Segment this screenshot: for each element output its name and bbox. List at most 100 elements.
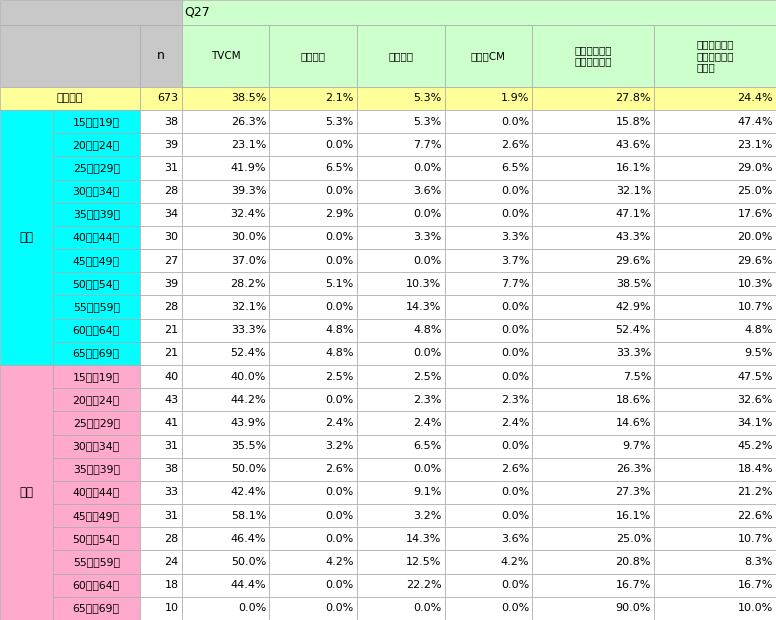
Bar [269, 551, 357, 574]
Bar [269, 133, 357, 156]
Text: 2.3%: 2.3% [501, 395, 529, 405]
Text: 55歳～59歳: 55歳～59歳 [73, 302, 120, 312]
Bar [0, 87, 140, 110]
Text: 0.0%: 0.0% [501, 302, 529, 312]
Text: 18.6%: 18.6% [615, 395, 651, 405]
Text: 52.4%: 52.4% [615, 326, 651, 335]
Bar [654, 296, 776, 319]
Text: ラジオCM: ラジオCM [471, 51, 506, 61]
Text: 43.3%: 43.3% [615, 232, 651, 242]
Bar [357, 551, 445, 574]
Bar [182, 226, 269, 249]
Bar [654, 411, 776, 435]
Text: 10.3%: 10.3% [407, 279, 442, 289]
Bar [445, 296, 532, 319]
Text: 31: 31 [165, 163, 178, 173]
Bar [140, 203, 182, 226]
Text: 33.3%: 33.3% [616, 348, 651, 358]
Bar [357, 597, 445, 620]
Bar [445, 527, 532, 551]
Text: 27.8%: 27.8% [615, 94, 651, 104]
Bar [532, 203, 654, 226]
Bar [357, 458, 445, 481]
Text: 45歳～49歳: 45歳～49歳 [73, 255, 120, 265]
Text: 雑誌広告: 雑誌広告 [300, 51, 326, 61]
Text: 0.0%: 0.0% [326, 255, 354, 265]
Bar [182, 481, 269, 504]
Bar [269, 87, 357, 110]
Bar [53, 342, 140, 365]
Text: 46.4%: 46.4% [230, 534, 266, 544]
Bar [53, 296, 140, 319]
Text: 男女全体: 男女全体 [57, 94, 83, 104]
Bar [532, 551, 654, 574]
Text: 0.0%: 0.0% [326, 395, 354, 405]
Text: 22.2%: 22.2% [406, 580, 442, 590]
Text: 50歳～54歳: 50歳～54歳 [73, 279, 120, 289]
Bar [357, 133, 445, 156]
Text: 39: 39 [165, 140, 178, 150]
Bar [654, 481, 776, 504]
Bar [445, 249, 532, 272]
Bar [182, 551, 269, 574]
Bar [182, 272, 269, 296]
Text: 3.2%: 3.2% [413, 511, 442, 521]
Bar [654, 435, 776, 458]
Text: 14.6%: 14.6% [615, 418, 651, 428]
Bar [445, 156, 532, 180]
Text: 15歳～19歳: 15歳～19歳 [73, 371, 120, 381]
Bar [269, 435, 357, 458]
Bar [269, 574, 357, 597]
Text: 90.0%: 90.0% [615, 603, 651, 613]
Text: 32.1%: 32.1% [230, 302, 266, 312]
Text: 26.3%: 26.3% [615, 464, 651, 474]
Bar [140, 574, 182, 597]
Bar [53, 527, 140, 551]
Text: 24: 24 [165, 557, 178, 567]
Text: 29.6%: 29.6% [615, 255, 651, 265]
Text: 6.5%: 6.5% [326, 163, 354, 173]
Text: 2.6%: 2.6% [501, 140, 529, 150]
Bar [654, 180, 776, 203]
Bar [182, 87, 269, 110]
Text: 28: 28 [165, 186, 178, 196]
Text: 38: 38 [165, 117, 178, 126]
Bar [269, 296, 357, 319]
Bar [357, 249, 445, 272]
Bar [53, 133, 140, 156]
Bar [53, 156, 140, 180]
Bar [445, 504, 532, 527]
Text: 32.6%: 32.6% [737, 395, 773, 405]
Text: 29.6%: 29.6% [737, 255, 773, 265]
Text: 28: 28 [165, 534, 178, 544]
Text: 4.8%: 4.8% [325, 326, 354, 335]
Bar [269, 25, 357, 87]
Text: 20.0%: 20.0% [737, 232, 773, 242]
Bar [357, 319, 445, 342]
Text: 5.3%: 5.3% [414, 117, 442, 126]
Text: Q27: Q27 [185, 6, 210, 19]
Bar [357, 574, 445, 597]
Text: 17.6%: 17.6% [737, 210, 773, 219]
Bar [140, 435, 182, 458]
Text: 65歳～69歳: 65歳～69歳 [73, 603, 120, 613]
Bar [445, 342, 532, 365]
Bar [53, 411, 140, 435]
Text: 0.0%: 0.0% [414, 348, 442, 358]
Text: 31: 31 [165, 511, 178, 521]
Bar [532, 365, 654, 388]
Text: 10.3%: 10.3% [738, 279, 773, 289]
Text: 0.0%: 0.0% [326, 511, 354, 521]
Bar [140, 597, 182, 620]
Text: 4.8%: 4.8% [744, 326, 773, 335]
Text: 6.5%: 6.5% [414, 441, 442, 451]
Bar [53, 110, 140, 133]
Bar [269, 272, 357, 296]
Bar [182, 574, 269, 597]
Text: 2.3%: 2.3% [413, 395, 442, 405]
Bar [445, 133, 532, 156]
Bar [445, 203, 532, 226]
Text: 16.7%: 16.7% [615, 580, 651, 590]
Bar [357, 25, 445, 87]
Text: 18.4%: 18.4% [737, 464, 773, 474]
